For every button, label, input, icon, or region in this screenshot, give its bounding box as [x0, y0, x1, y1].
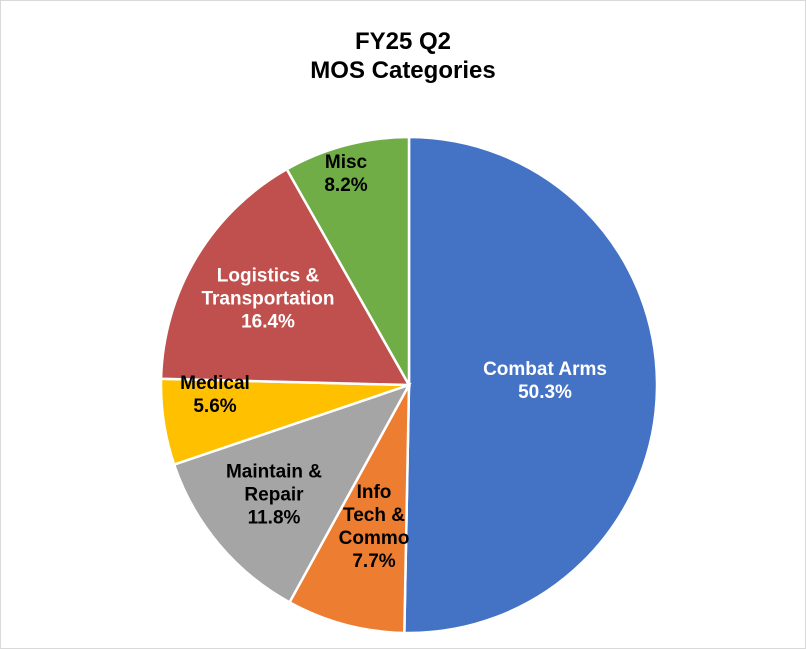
category-label: Medical: [180, 373, 250, 394]
slice-label: Misc 8.2%: [306, 151, 386, 197]
category-label: Logistics & Transportation: [201, 265, 335, 310]
value-label: 7.7%: [352, 551, 396, 572]
chart-title: FY25 Q2: [354, 28, 452, 55]
slice: [403, 135, 659, 635]
value-label: 8.2%: [324, 175, 368, 196]
slice-label: Maintain & Repair 11.8%: [214, 461, 334, 530]
slice-label: Medical 5.6%: [165, 372, 265, 418]
value-label: 16.4%: [241, 311, 295, 333]
slice: [285, 135, 411, 390]
category-label: Maintain & Repair: [225, 461, 323, 506]
slice-label: Combat Arms 50.3%: [455, 358, 635, 404]
slice-label: Logistics & Transportation 16.4%: [188, 265, 348, 334]
value-label: 5.6%: [193, 396, 237, 417]
slice-label: Info Tech & Commo 7.7%: [334, 481, 414, 573]
slice: [159, 167, 412, 387]
slice: [287, 384, 411, 635]
category-label: Info Tech & Commo: [338, 482, 410, 549]
value-label: 50.3%: [518, 382, 572, 403]
slice: [172, 382, 412, 605]
chart-subtitle: MOS Categories: [310, 57, 496, 84]
category-label: Combat Arms: [483, 359, 607, 380]
value-label: 11.8%: [247, 507, 301, 529]
category-label: Misc: [324, 152, 368, 173]
